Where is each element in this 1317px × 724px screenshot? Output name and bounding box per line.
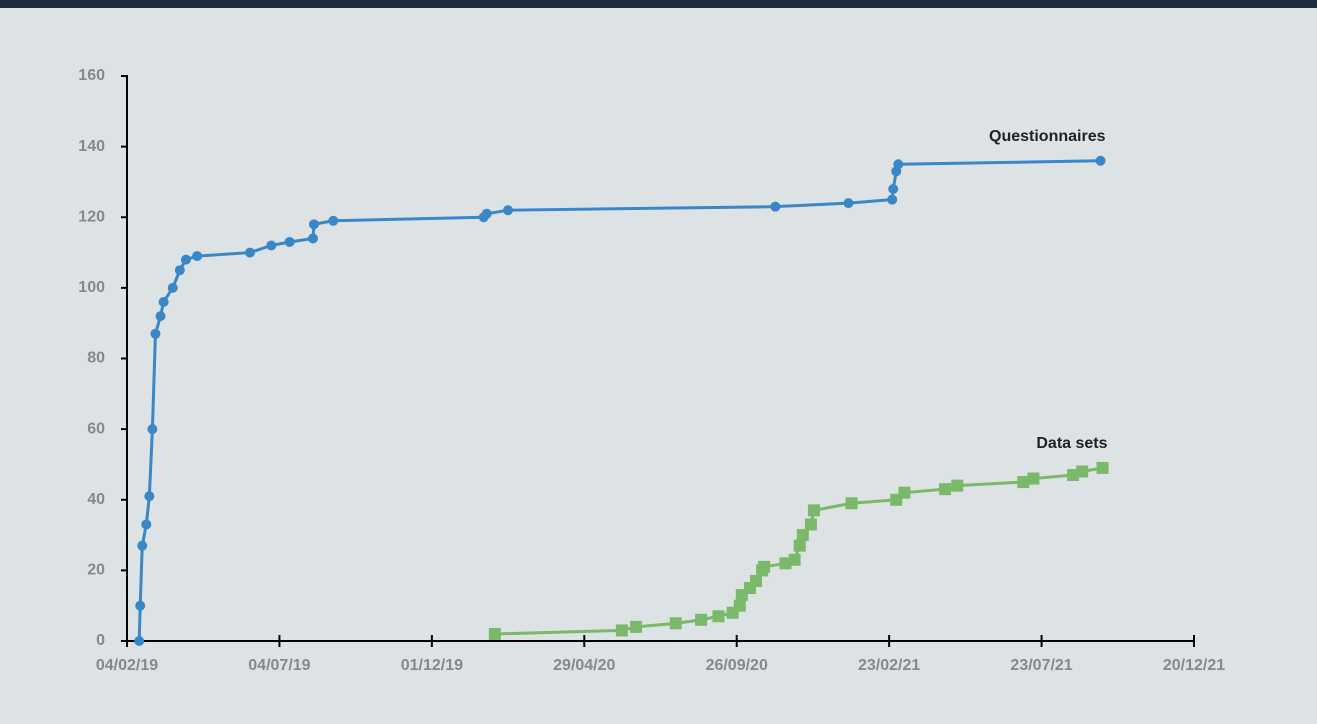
x-tick-label: 29/04/20 [553, 657, 615, 674]
marker [898, 486, 911, 499]
series-label: Questionnaires [989, 128, 1106, 145]
x-tick-label: 20/12/21 [1163, 657, 1225, 674]
x-tick-label: 23/07/21 [1010, 657, 1072, 674]
marker [788, 553, 801, 566]
marker [307, 233, 318, 244]
marker [939, 483, 952, 496]
marker [887, 194, 898, 205]
marker [1096, 461, 1109, 474]
series-line [137, 159, 1101, 642]
marker [144, 491, 155, 502]
top-bar [0, 0, 1317, 8]
marker [750, 574, 763, 587]
marker [615, 624, 628, 637]
marker [266, 240, 277, 251]
x-tick-label: 23/02/21 [858, 657, 920, 674]
marker [804, 518, 817, 531]
marker [167, 282, 178, 293]
marker [888, 184, 899, 194]
marker [481, 208, 492, 219]
marker [951, 479, 964, 492]
x-tick-label: 04/07/19 [248, 657, 310, 674]
marker [845, 497, 858, 510]
marker [893, 159, 904, 170]
marker [147, 424, 158, 435]
marker [488, 627, 501, 640]
marker [1095, 155, 1106, 166]
marker [630, 620, 643, 633]
marker [669, 617, 682, 630]
marker [174, 265, 185, 276]
marker [843, 198, 854, 209]
marker [137, 540, 148, 551]
y-tick-label: 40 [87, 491, 105, 508]
y-tick-label: 120 [78, 208, 105, 225]
marker [308, 219, 319, 230]
marker [1027, 472, 1040, 485]
x-tick-label: 01/12/19 [401, 657, 463, 674]
marker [1076, 465, 1089, 478]
marker [134, 636, 145, 646]
marker [1067, 469, 1080, 482]
marker [135, 600, 146, 611]
series-label: Data sets [1036, 435, 1107, 452]
marker [155, 311, 166, 322]
marker [284, 236, 295, 247]
marker [150, 328, 161, 339]
y-tick-label: 140 [78, 138, 105, 155]
marker [503, 205, 514, 216]
marker [770, 201, 781, 212]
marker [141, 519, 152, 530]
marker [192, 251, 203, 262]
marker [758, 560, 771, 573]
y-tick-label: 20 [87, 562, 105, 579]
marker [796, 529, 809, 542]
x-tick-label: 26/09/20 [706, 657, 768, 674]
marker [180, 254, 191, 265]
y-tick-label: 160 [78, 67, 105, 84]
marker [793, 539, 806, 552]
marker [244, 247, 255, 258]
marker [695, 613, 708, 626]
y-tick-label: 80 [87, 350, 105, 367]
y-tick-label: 100 [78, 279, 105, 296]
marker [158, 297, 169, 307]
marker [712, 610, 725, 623]
marker [328, 215, 339, 226]
marker [807, 504, 820, 517]
marker [1017, 476, 1030, 489]
y-tick-label: 60 [87, 420, 105, 437]
marker [779, 557, 792, 570]
y-tick-label: 0 [96, 632, 105, 649]
x-tick-label: 04/02/19 [96, 657, 158, 674]
marker [733, 599, 746, 612]
